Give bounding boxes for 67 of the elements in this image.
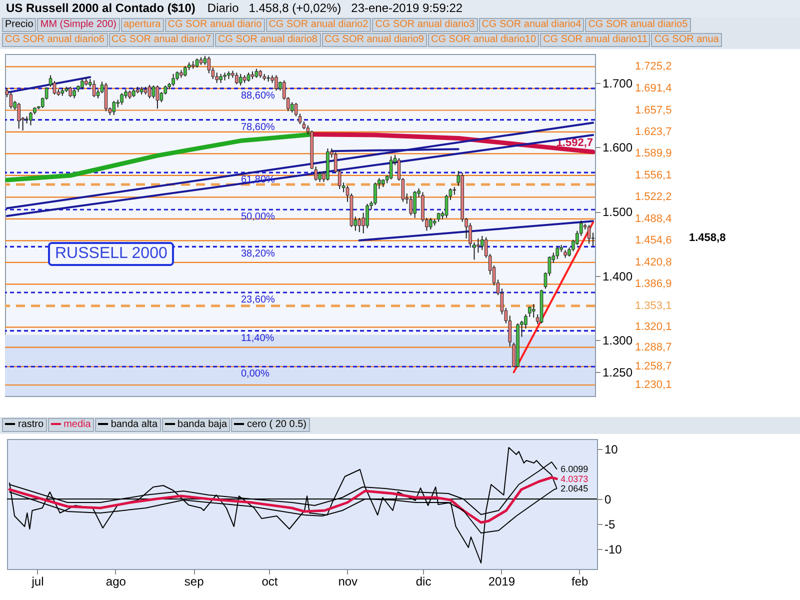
legend-label: cero ( 20 0.5): [247, 419, 307, 430]
text: CG SOR anua: [654, 34, 719, 45]
legend-label: banda alta: [110, 419, 158, 430]
y-tick-label: -10: [604, 542, 622, 556]
text: CG SOR anual diario10: [431, 34, 536, 45]
x-tick-label: 2019: [488, 574, 516, 588]
x-tick-label: nov: [338, 574, 358, 588]
data-label: 6.0099: [560, 464, 588, 474]
ref-line-label: 1.623,7: [635, 126, 672, 138]
chart-subtitle: Diario 1.458,8 (+0,02%) 23-ene-2019 9:59:22: [207, 1, 463, 15]
y-tick-label: 1.600: [602, 140, 633, 155]
y-tick-label: -5: [604, 518, 616, 532]
y-tick-label: 1.400: [602, 269, 633, 284]
x-tick-label: sep: [184, 574, 204, 588]
text: CG SOR anual diario8: [218, 34, 318, 45]
x-tick-label: dic: [416, 574, 432, 588]
text: CG SOR anual diario4: [482, 19, 582, 30]
ref-line-label: 1.353,1: [635, 300, 672, 312]
legend-label: banda baja: [178, 419, 228, 430]
text: CG SOR anual diario: [168, 19, 262, 30]
text: apertura: [124, 19, 161, 30]
y-tick-label: 1.500: [602, 205, 633, 219]
ref-line-label: 1.454,6: [635, 234, 672, 247]
text: MM (Simple 200): [40, 19, 116, 30]
ref-line-label: 1.522,2: [635, 191, 672, 204]
y-tick-label: 1.300: [602, 334, 633, 348]
y-tick-label: 1.700: [602, 76, 633, 90]
y-tick-label: 0: [604, 492, 612, 506]
text: CG SOR anual diario6: [5, 34, 104, 45]
data-label: 4.0373: [560, 474, 588, 484]
annotation: RUSSELL 2000: [48, 242, 174, 266]
text: CG SOR anual diario3: [375, 19, 475, 30]
text: CG SOR anual diario5: [588, 19, 688, 30]
text: Precio: [5, 19, 34, 30]
ref-line-label: 1.320,1: [635, 321, 672, 334]
ref-line-label: 1.589,9: [635, 148, 672, 160]
ref-line-label: 1.556,1: [635, 169, 672, 182]
x-tick-label: ago: [106, 574, 126, 588]
ref-line-label: 1.420,8: [635, 256, 672, 268]
ref-line-label: 1.288,7: [635, 341, 672, 354]
text: 1.458,8: [689, 232, 726, 244]
x-tick-label: jul: [30, 574, 44, 588]
annotation: 0,00%: [241, 368, 270, 380]
text: CG SOR anual diario9: [324, 34, 424, 45]
text: CG SOR anual diario11: [543, 34, 648, 45]
annotation: 88,60%: [241, 90, 276, 102]
legend-label: rastro: [18, 419, 44, 430]
y-tick-label: 10: [604, 442, 618, 456]
ref-line-label: 1.488,4: [635, 212, 672, 225]
x-tick-label: oct: [262, 574, 278, 588]
ref-line-label: 1.386,9: [635, 278, 672, 290]
annotation: 78,60%: [241, 122, 276, 133]
annotation: 38,20%: [241, 248, 276, 260]
text: CG SOR anual diario2: [268, 19, 368, 30]
ref-line-label: 1.657,5: [635, 104, 672, 116]
ref-line-label: 1.230,1: [635, 379, 672, 392]
text: CG SOR anual diario7: [112, 34, 211, 45]
chart-title: US Russell 2000 al Contado ($10): [6, 1, 196, 15]
annotation: 11,40%: [241, 332, 274, 344]
ref-line-label: 1.258,7: [635, 360, 672, 373]
legend-label: media: [64, 419, 91, 430]
y-tick-label: 1.250: [602, 366, 633, 380]
data-label: 2.0645: [560, 484, 588, 494]
annotation: 23,60%: [241, 294, 276, 306]
ref-line-label: 1.691,4: [635, 82, 672, 94]
x-tick-label: feb: [572, 574, 589, 588]
ref-line-label: 1.725,2: [635, 60, 672, 73]
